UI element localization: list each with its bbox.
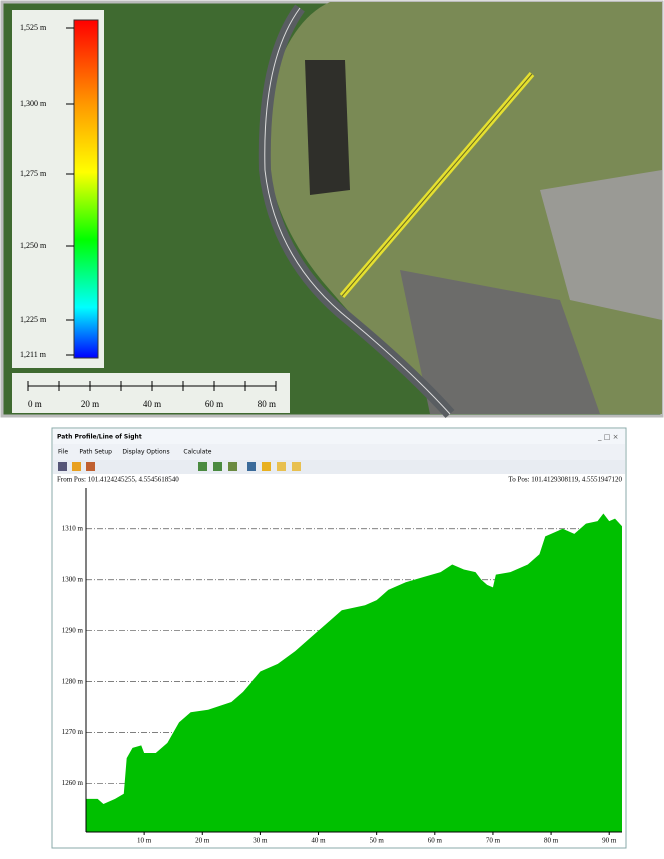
y-tick-label: 1260 m	[62, 779, 84, 787]
x-tick-label: 70 m	[486, 837, 501, 845]
x-tick-label: 10 m	[137, 837, 152, 845]
y-tick-label: 1300 m	[62, 575, 84, 583]
legend-label: 1,250 m	[20, 241, 47, 250]
legend-label: 1,225 m	[20, 315, 47, 324]
legend-label: 1,300 m	[20, 99, 47, 108]
page: {"map":{"legend_labels":["1,525 m","1,30…	[0, 0, 664, 854]
menu-item[interactable]: Display Options	[122, 449, 169, 456]
x-tick-label: 40 m	[311, 837, 326, 845]
scale-label: 20 m	[81, 399, 99, 409]
screen: 1,525 m 1,300 m 1,275 m 1,250 m 1,225 m 1,211…	[0, 0, 664, 854]
scale-label: 80 m	[258, 399, 276, 409]
window-controls[interactable]: _ □ ×	[597, 433, 618, 441]
scale-label: 40 m	[143, 399, 161, 409]
x-tick-label: 60 m	[428, 837, 443, 845]
scale-label: 0 m	[28, 399, 42, 409]
menu-item[interactable]: Path Setup	[79, 449, 112, 456]
x-tick-label: 90 m	[602, 837, 617, 845]
y-tick-label: 1290 m	[62, 626, 84, 634]
legend-label: 1,525 m	[20, 23, 47, 32]
scale-label: 60 m	[205, 399, 223, 409]
menu-bar: File Path Setup Display Options Calculate	[58, 449, 212, 456]
window-title: Path Profile/Line of Sight	[57, 434, 142, 441]
menu-item[interactable]: File	[58, 449, 68, 456]
y-tick-label: 1310 m	[62, 524, 84, 532]
x-tick-label: 20 m	[195, 837, 210, 845]
y-tick-label: 1280 m	[62, 677, 84, 685]
x-tick-label: 80 m	[544, 837, 559, 845]
to-pos: To Pos: 101.4129308119, 4.5551947120	[508, 476, 622, 484]
from-pos: From Pos: 101.4124245255, 4.5545618540	[57, 476, 179, 484]
legend-label: 1,275 m	[20, 169, 47, 178]
menu-item[interactable]: Calculate	[183, 449, 211, 456]
legend-label: 1,211 m	[20, 350, 47, 359]
x-tick-label: 50 m	[370, 837, 385, 845]
y-tick-label: 1270 m	[62, 728, 84, 736]
x-tick-label: 30 m	[253, 837, 268, 845]
